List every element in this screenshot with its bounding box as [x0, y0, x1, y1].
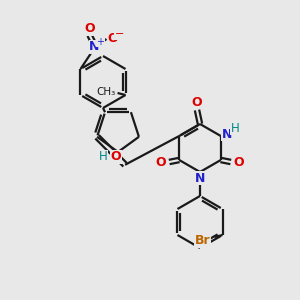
Text: O: O [84, 22, 95, 35]
Text: N: N [222, 128, 232, 140]
Text: O: O [233, 155, 244, 169]
Text: +: + [97, 37, 104, 47]
Text: O: O [192, 95, 202, 109]
Text: O: O [155, 155, 166, 169]
Text: H: H [230, 122, 239, 134]
Text: N: N [89, 40, 100, 53]
Text: H: H [99, 150, 107, 163]
Text: N: N [195, 172, 205, 184]
Text: CH₃: CH₃ [96, 87, 115, 97]
Text: O: O [111, 151, 121, 164]
Text: O: O [107, 32, 118, 46]
Text: Br: Br [195, 235, 210, 248]
Text: −: − [115, 29, 124, 39]
